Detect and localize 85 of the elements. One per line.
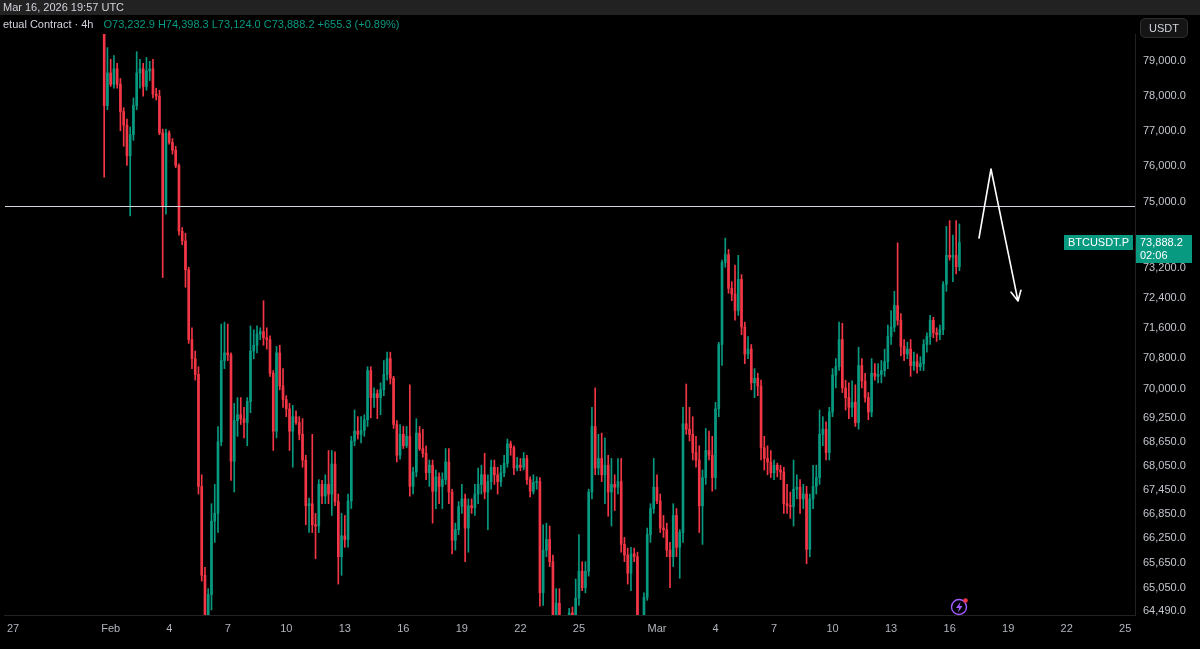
chart-title: etual Contract · 4h [3, 17, 94, 32]
candlestick [805, 486, 808, 565]
y-tick-label: 75,000.0 [1143, 195, 1186, 208]
y-axis-title: USDT [1140, 18, 1188, 38]
candlestick [470, 498, 473, 514]
y-tick-label: 69,250.0 [1143, 411, 1186, 424]
candlestick [906, 341, 909, 359]
x-tick-label: 13 [338, 621, 351, 634]
candlestick [405, 426, 408, 449]
candlestick [753, 368, 756, 398]
candlestick [356, 416, 360, 440]
annotation: BTCUSDT.P [1063, 235, 1133, 251]
candlestick [483, 452, 486, 500]
x-tick-label: 4 [166, 621, 173, 634]
candlestick [428, 459, 431, 487]
x-tick-label: 10 [280, 621, 293, 634]
candlestick [343, 515, 347, 548]
y-tick-label: 70,800.0 [1143, 351, 1186, 364]
x-tick-label: 19 [1002, 621, 1015, 634]
candlestick [532, 474, 535, 495]
x-tick-label: 16 [397, 621, 410, 634]
candlestick [948, 220, 951, 261]
x-tick-label: 7 [770, 621, 778, 634]
candlestick [636, 551, 639, 615]
x-tick-label: 25 [1119, 621, 1132, 634]
y-tick-label: 79,000.0 [1143, 54, 1186, 67]
candlestick [275, 346, 278, 439]
y-tick-label: 66,850.0 [1143, 506, 1186, 519]
y-tick-label: 73,200.0 [1143, 260, 1186, 273]
candlestick [932, 316, 935, 338]
candlestick [558, 588, 561, 615]
candlestick [262, 300, 265, 346]
x-tick-label: 16 [943, 621, 956, 634]
candlestick [909, 339, 912, 377]
candlestick [375, 389, 379, 419]
candlestick [675, 508, 678, 558]
x-tick-label: 22 [1060, 621, 1073, 634]
x-tick-label: 4 [712, 621, 719, 634]
x-tick-label: 25 [572, 621, 586, 634]
candlestick [870, 358, 873, 418]
y-tick-label: 66,250.0 [1143, 531, 1186, 544]
text: O73,232.9 H74,398.3 L73,124.0 C73,888.2 +655.3 (+0.89%) [103, 17, 400, 32]
y-tick-label: 68,050.0 [1143, 458, 1186, 471]
candlestick [431, 459, 434, 524]
y-tick-label: 76,000.0 [1143, 159, 1186, 172]
y-tick-label: 65,050.0 [1143, 580, 1186, 593]
y-tick-label: 65,650.0 [1143, 555, 1186, 568]
x-tick-label: Feb [101, 621, 121, 634]
candlestick [571, 606, 574, 615]
candlestick [145, 57, 148, 91]
candlestick [857, 346, 860, 430]
x-tick-label: 7 [224, 621, 231, 634]
text: 73,888.2 [1140, 235, 1184, 249]
candlestick [327, 450, 330, 505]
y-tick-label: 78,000.0 [1143, 88, 1186, 101]
x-tick-label: 22 [514, 621, 527, 634]
candlestick [958, 223, 961, 272]
candlestick [519, 458, 522, 472]
candlestick [402, 426, 405, 449]
x-tick-label: 19 [455, 621, 468, 634]
x-tick-label: 13 [884, 621, 898, 634]
x-tick-label: 10 [826, 621, 839, 634]
chart-subtitle: Mar 16, 2026 19:57 UTC [3, 0, 125, 15]
candlestick [792, 459, 795, 527]
candlestick [340, 513, 343, 576]
candlestick [801, 484, 805, 509]
candlestick [597, 434, 600, 476]
y-tick-label: 64,490.0 [1143, 604, 1186, 617]
x-tick-label: Mar [647, 621, 667, 634]
candlestick [613, 474, 617, 511]
y-tick-label: 70,000.0 [1143, 382, 1186, 395]
candlestick [535, 476, 538, 490]
candlestick [109, 58, 112, 87]
y-tick-label: 72,400.0 [1143, 290, 1186, 303]
y-tick-label: 71,600.0 [1143, 320, 1186, 333]
candlestick [854, 384, 857, 427]
y-tick-label: 77,000.0 [1143, 123, 1186, 136]
text: 02:06 [1140, 248, 1169, 262]
candlestick [610, 458, 613, 527]
candlestick [106, 47, 109, 111]
x-tick-label: 27 [6, 621, 20, 634]
candlestick [522, 452, 525, 471]
candlestick [467, 498, 470, 553]
y-tick-label: 67,450.0 [1143, 482, 1186, 495]
y-tick-label: 68,650.0 [1143, 434, 1186, 447]
